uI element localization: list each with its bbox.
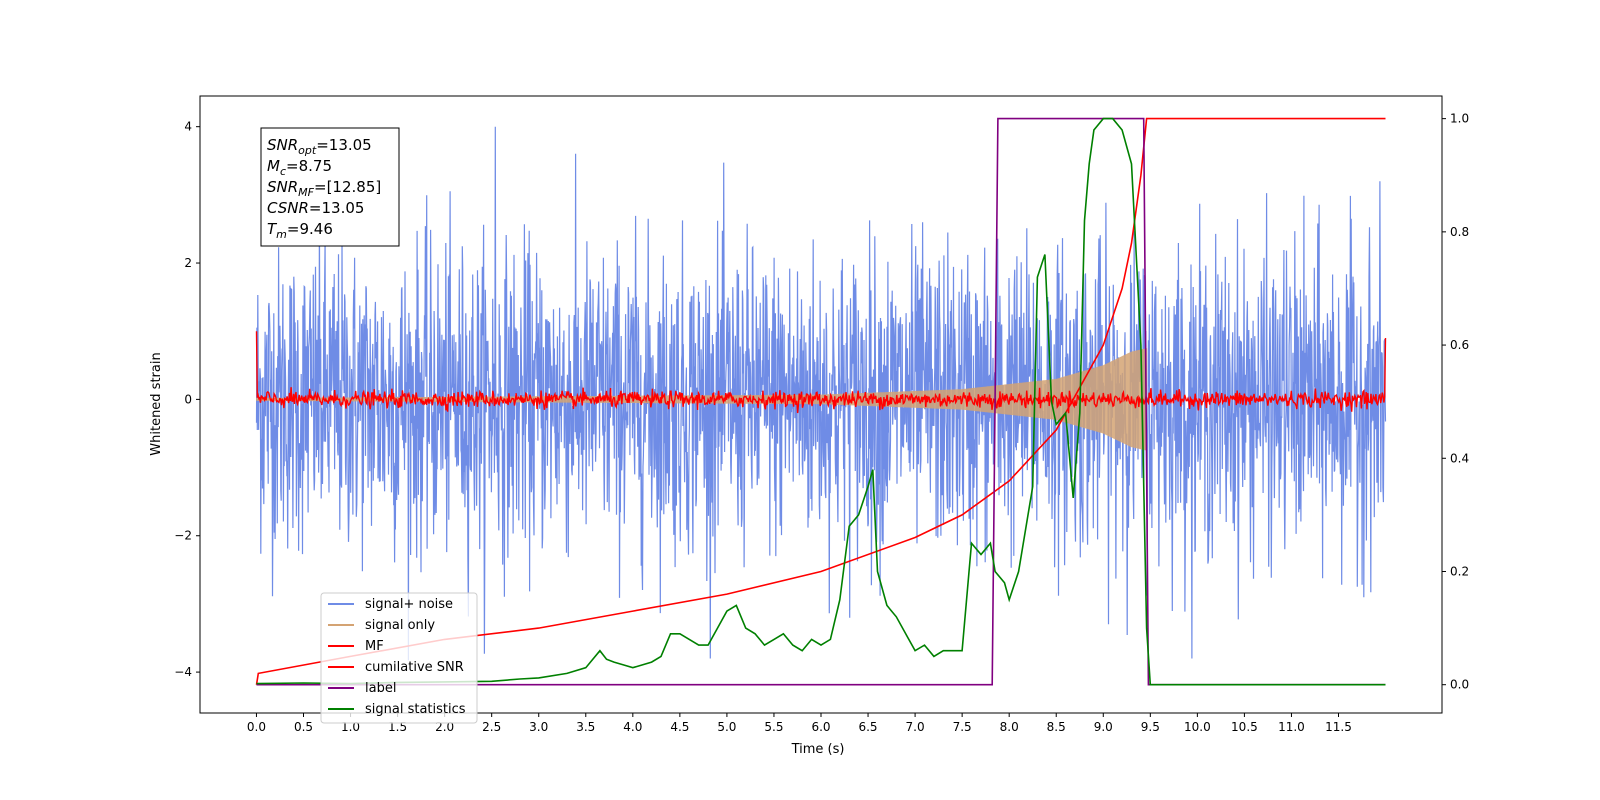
- y-left-tick-label: 0: [184, 392, 192, 406]
- legend-label: label: [365, 681, 396, 696]
- y-left-tick-label: −4: [174, 665, 192, 679]
- x-axis: 0.0 0.5 1.0 1.5 2.0 2.5 3.0 3.5 4.0 4.5 5.0 5.5 6.0 6…: [247, 713, 1352, 734]
- info-line: SNRopt=13.05: [267, 136, 372, 157]
- y-right-tick-label: 0.0: [1450, 678, 1469, 692]
- x-tick-label: 0.0: [247, 720, 266, 734]
- info-line: CSNR=13.05: [267, 199, 364, 217]
- y-right-tick-label: 1.0: [1450, 112, 1469, 126]
- x-tick-label: 6.0: [811, 720, 830, 734]
- x-tick-label: 5.0: [717, 720, 736, 734]
- x-tick-label: 11.5: [1325, 720, 1352, 734]
- x-tick-label: 5.5: [764, 720, 783, 734]
- y-left-tick-label: −2: [174, 529, 192, 543]
- legend: signal+ noise signal only MF cumilative SNR…: [320, 592, 478, 724]
- x-tick-label: 4.5: [670, 720, 689, 734]
- y-axis-right: 0.0 0.2 0.4 0.6 0.8 1.0: [1442, 112, 1469, 692]
- info-box: SNRopt=13.05Mc=8.75SNRMF=[12.85]CSNR=13.…: [260, 127, 400, 247]
- signal-statistics-line: [256, 117, 1386, 686]
- y-left-tick-label: 4: [184, 120, 192, 134]
- legend-label: MF: [365, 639, 384, 654]
- x-tick-label: 2.5: [482, 720, 501, 734]
- legend-frame: [320, 592, 478, 724]
- legend-label: signal+ noise: [365, 597, 453, 612]
- y-right-tick-label: 0.8: [1450, 225, 1469, 239]
- x-tick-label: 7.5: [953, 720, 972, 734]
- x-tick-label: 10.0: [1184, 720, 1211, 734]
- y-right-tick-label: 0.6: [1450, 338, 1469, 352]
- info-line: SNRMF=[12.85]: [267, 178, 381, 199]
- y-axis-label: Whitened strain: [149, 352, 164, 455]
- y-axis-left: −4 −2 0 2 4: [174, 120, 200, 679]
- info-line: Mc=8.75: [267, 157, 332, 178]
- x-tick-label: 0.5: [294, 720, 313, 734]
- x-tick-label: 3.5: [576, 720, 595, 734]
- x-tick-label: 6.5: [858, 720, 877, 734]
- legend-label: signal only: [365, 618, 435, 633]
- y-left-tick-label: 2: [184, 256, 192, 270]
- y-right-tick-label: 0.4: [1450, 451, 1469, 465]
- x-tick-label: 9.5: [1141, 720, 1160, 734]
- x-tick-label: 8.0: [1000, 720, 1019, 734]
- x-tick-label: 10.5: [1231, 720, 1258, 734]
- info-line: Tm=9.46: [267, 220, 333, 241]
- x-tick-label: 4.0: [623, 720, 642, 734]
- x-tick-label: 7.0: [906, 720, 925, 734]
- y-right-tick-label: 0.2: [1450, 564, 1469, 578]
- x-tick-label: 11.0: [1278, 720, 1305, 734]
- x-tick-label: 8.5: [1047, 720, 1066, 734]
- x-axis-label: Time (s): [791, 742, 845, 757]
- info-box-frame: [260, 127, 400, 247]
- legend-label: signal statistics: [365, 702, 466, 717]
- mf-line: [255, 331, 1387, 414]
- x-tick-label: 9.0: [1094, 720, 1113, 734]
- signal-noise-line: [255, 126, 1387, 661]
- legend-label: cumilative SNR: [365, 660, 464, 675]
- x-tick-label: 3.0: [529, 720, 548, 734]
